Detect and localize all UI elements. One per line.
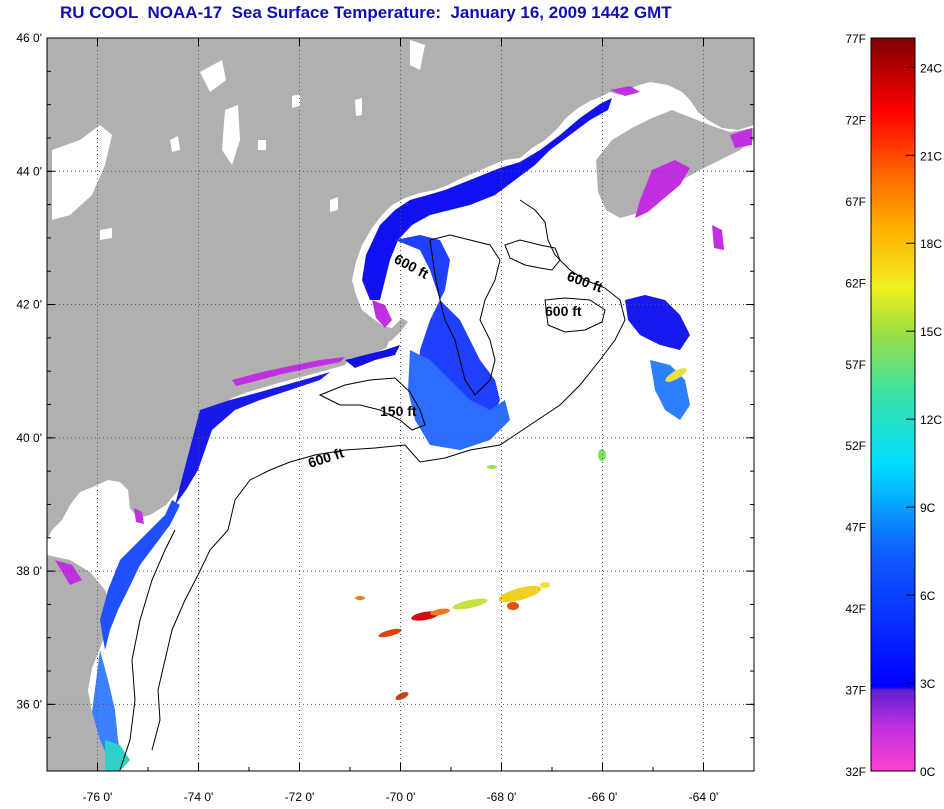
longitude-tick-labels: -76 0' -74 0' -72 0' -70 0' -68 0' -66 0' -64 … [83, 790, 719, 804]
contour-label-600ft-georges-bank: 600 ft [545, 303, 582, 319]
lon-tick-label: -66 0' [588, 790, 618, 804]
land-long-island [232, 358, 350, 392]
lat-tick-label: 40 0' [16, 431, 42, 445]
lat-tick-label: 44 0' [16, 164, 42, 178]
lon-tick-label: -74 0' [184, 790, 214, 804]
map-title: RU COOL NOAA-17 Sea Surface Temperature:… [60, 3, 672, 22]
sst-gulf-stream-patches [355, 368, 687, 701]
lon-tick-label: -76 0' [83, 790, 113, 804]
lon-tick-label: -72 0' [285, 790, 315, 804]
lat-tick-label: 38 0' [16, 564, 42, 578]
lat-tick-label: 42 0' [16, 298, 42, 312]
sst-coastal-band [92, 98, 690, 771]
lat-tick-label: 36 0' [16, 697, 42, 711]
latitude-tick-labels: 36 0' 38 0' 40 0' 42 0' 44 0' 46 0' [16, 31, 42, 711]
contour-labels: 600 ft 600 ft 600 ft 150 ft 600 ft [306, 251, 605, 471]
depth-contours [119, 199, 626, 771]
lon-tick-label: -68 0' [487, 790, 517, 804]
inland-lakes [52, 40, 425, 240]
axis-ticks [46, 37, 755, 772]
contour-label-150ft: 150 ft [380, 403, 417, 419]
land-cape-cod [372, 318, 408, 345]
land-mainland [47, 38, 754, 540]
lon-tick-label: -64 0' [689, 790, 719, 804]
lon-tick-label: -70 0' [386, 790, 416, 804]
lat-tick-label: 46 0' [16, 31, 42, 45]
land-delmarva [47, 555, 112, 771]
sst-coldest-fringe [55, 86, 752, 585]
